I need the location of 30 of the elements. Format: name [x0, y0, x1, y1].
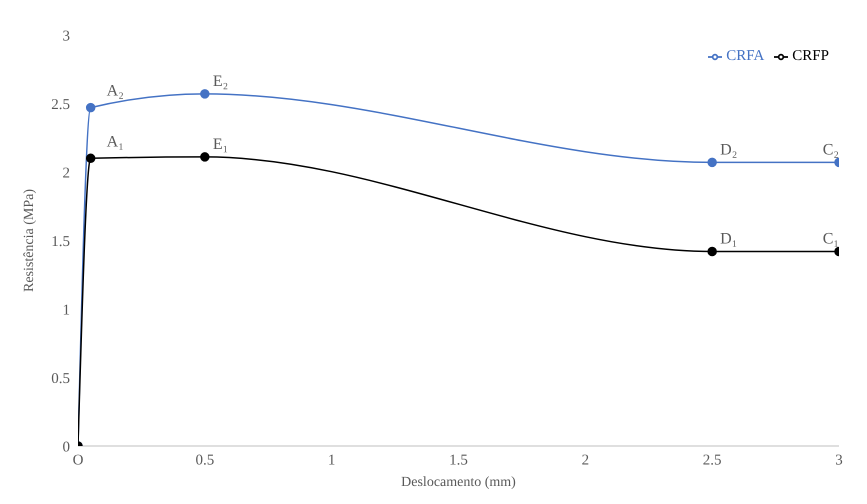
- y-axis-title: Resistência (MPa): [22, 188, 37, 292]
- y-tick-label: 3: [62, 28, 70, 44]
- x-tick-label: 2: [582, 452, 590, 469]
- y-tick-label: 0: [62, 439, 70, 456]
- annotation: A₁: [106, 133, 124, 150]
- x-tick-label: 3: [835, 452, 843, 469]
- point: [200, 89, 210, 99]
- annotation: C₁: [822, 230, 839, 248]
- x-tick-label: 2.5: [702, 452, 722, 469]
- x-tick-label: 1.5: [449, 452, 468, 469]
- legend-label: CRFA: [726, 48, 764, 64]
- point: [86, 102, 96, 112]
- x-axis-title: Deslocamento (mm): [401, 475, 516, 490]
- y-tick-label: 2: [62, 165, 70, 182]
- point: [86, 154, 96, 164]
- annotation: C₂: [822, 141, 839, 158]
- annotation: D₁: [720, 230, 738, 248]
- legend-label: CRFP: [792, 48, 829, 64]
- x-tick-label: 0.5: [195, 452, 214, 469]
- annotation: E₁: [212, 136, 228, 153]
- x-tick-label: O: [72, 452, 84, 469]
- y-tick-label: 2.5: [51, 96, 70, 113]
- annotation: D₂: [720, 141, 738, 158]
- annotation: A₂: [106, 82, 124, 100]
- annotation: E₂: [212, 72, 228, 90]
- y-tick-label: 1.5: [51, 234, 70, 250]
- x-tick-label: 1: [328, 452, 336, 469]
- y-tick-label: 1: [62, 302, 70, 318]
- point: [200, 152, 210, 162]
- y-tick-label: 0.5: [51, 370, 70, 387]
